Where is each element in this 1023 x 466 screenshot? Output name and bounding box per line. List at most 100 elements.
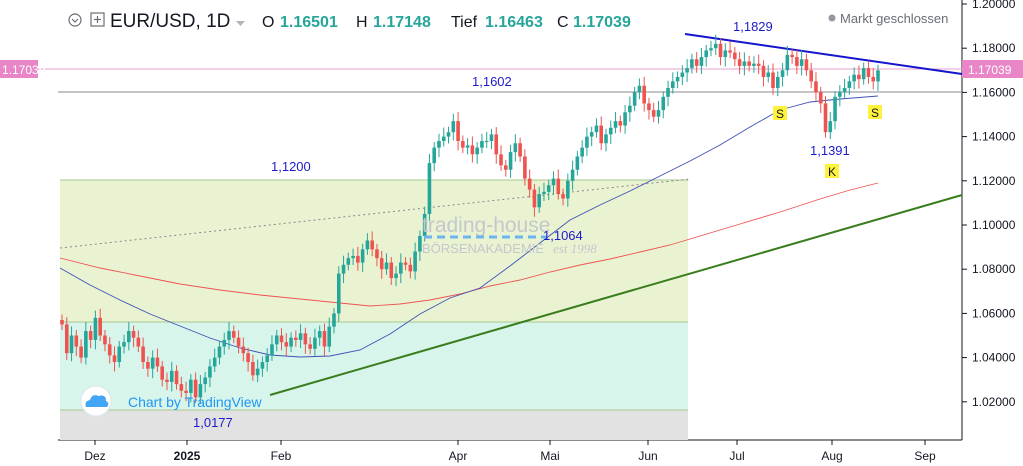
x-tick-label: Apr xyxy=(449,449,468,463)
market-status: Markt geschlossen xyxy=(840,11,948,26)
candle-body xyxy=(103,335,107,345)
candle-body xyxy=(857,74,861,80)
high-value: 1.17148 xyxy=(373,14,431,31)
candle-body xyxy=(833,96,837,122)
candle-body xyxy=(699,57,704,66)
candle-body xyxy=(270,344,274,356)
candle-body xyxy=(470,145,475,155)
candle-body xyxy=(193,379,198,398)
open-value: 1.16501 xyxy=(280,14,338,31)
candle-body xyxy=(341,264,346,274)
candle-body xyxy=(527,178,532,190)
candle-body xyxy=(838,92,842,97)
y-tick-label: 1.02000 xyxy=(972,395,1016,409)
y-tick-label: 1.10000 xyxy=(972,218,1016,232)
x-tick-label: Jul xyxy=(729,449,744,463)
candle-body xyxy=(513,143,518,153)
marker-shoulder-right: S xyxy=(871,106,879,120)
open-label: O xyxy=(262,14,274,31)
candle-body xyxy=(418,236,422,252)
right-price-tag: 1.17039 xyxy=(968,63,1012,77)
candle-body xyxy=(480,141,484,148)
x-tick-label: Jun xyxy=(638,449,657,463)
x-tick-label: Sep xyxy=(914,449,936,463)
candle-body xyxy=(523,156,527,179)
candle-body xyxy=(265,355,269,363)
right-price-tag-bg xyxy=(962,60,1023,78)
market-status-dot-icon xyxy=(828,14,836,22)
candle-body xyxy=(64,324,69,354)
candle-body xyxy=(871,76,876,82)
candle-body xyxy=(303,333,308,345)
candle-body xyxy=(742,61,747,66)
y-axis[interactable]: 1.20000 1.18000 1.16000 1.14000 1.12000 1.100… xyxy=(962,0,1016,409)
candle-body xyxy=(623,112,627,126)
candle-body xyxy=(823,103,828,133)
candle-body xyxy=(241,346,246,354)
y-tick-label: 1.08000 xyxy=(972,262,1016,276)
candle-body xyxy=(508,152,513,170)
candle-body xyxy=(484,141,489,143)
candle-body xyxy=(475,147,479,155)
candle-body xyxy=(150,357,155,369)
candle-body xyxy=(165,379,169,382)
candle-body xyxy=(756,63,761,66)
candle-body xyxy=(694,59,699,66)
annotation-high-1829: 1,1829 xyxy=(733,19,773,34)
candle-body xyxy=(608,127,613,135)
candle-body xyxy=(160,366,165,380)
candle-body xyxy=(322,331,327,347)
candle-body xyxy=(818,92,823,104)
candle-body xyxy=(246,353,250,363)
marker-head: K xyxy=(828,165,836,179)
candle-body xyxy=(503,165,508,170)
candle-body xyxy=(408,264,413,272)
candle-body xyxy=(632,92,637,106)
candle-body xyxy=(747,61,751,66)
candle-body xyxy=(351,255,355,259)
candle-body xyxy=(589,132,594,137)
candle-body xyxy=(365,240,370,250)
candle-body xyxy=(189,379,193,393)
candle-body xyxy=(79,346,83,358)
candle-body xyxy=(184,390,188,393)
candle-body xyxy=(389,262,394,279)
annotation-low-1391: 1,1391 xyxy=(810,143,850,158)
candle-body xyxy=(317,331,322,338)
y-tick-label: 1.14000 xyxy=(972,130,1016,144)
candle-body xyxy=(570,169,575,181)
candle-body xyxy=(804,59,809,71)
candle-body xyxy=(141,346,145,363)
candle-body xyxy=(437,141,441,148)
x-axis[interactable]: Dez 2025 Feb Apr Mai Jun Jul Aug Sep xyxy=(84,440,936,463)
marker-shoulder-left-box xyxy=(773,106,787,120)
candle-body xyxy=(675,76,680,82)
candle-body xyxy=(532,189,537,208)
candle-body xyxy=(637,85,642,93)
candle-body xyxy=(780,70,785,77)
candle-body xyxy=(642,85,646,104)
candle-body xyxy=(208,366,212,378)
candle-body xyxy=(709,48,713,51)
collapse-legend-icon[interactable] xyxy=(68,13,82,27)
candle-body xyxy=(327,326,332,347)
symbol-title[interactable]: EUR/USD, 1D xyxy=(110,11,230,32)
candle-body xyxy=(594,125,599,133)
candle-body xyxy=(212,357,217,367)
add-symbol-icon[interactable] xyxy=(90,12,105,27)
candle-body xyxy=(537,194,541,208)
resistance-trend-line xyxy=(684,33,963,75)
candle-body xyxy=(251,362,255,376)
symbol-dropdown-icon[interactable] xyxy=(236,21,245,26)
candle-body xyxy=(561,194,565,199)
candle-body xyxy=(107,344,112,356)
marker-shoulder-right-box xyxy=(868,105,882,119)
candle-body xyxy=(518,143,522,157)
candle-body xyxy=(399,262,403,274)
tradingview-credit[interactable]: Chart by TradingView xyxy=(128,394,262,410)
candle-body xyxy=(613,121,618,128)
candle-body xyxy=(866,68,871,77)
candle-body xyxy=(461,141,465,148)
low-value: 1.16463 xyxy=(485,14,543,31)
